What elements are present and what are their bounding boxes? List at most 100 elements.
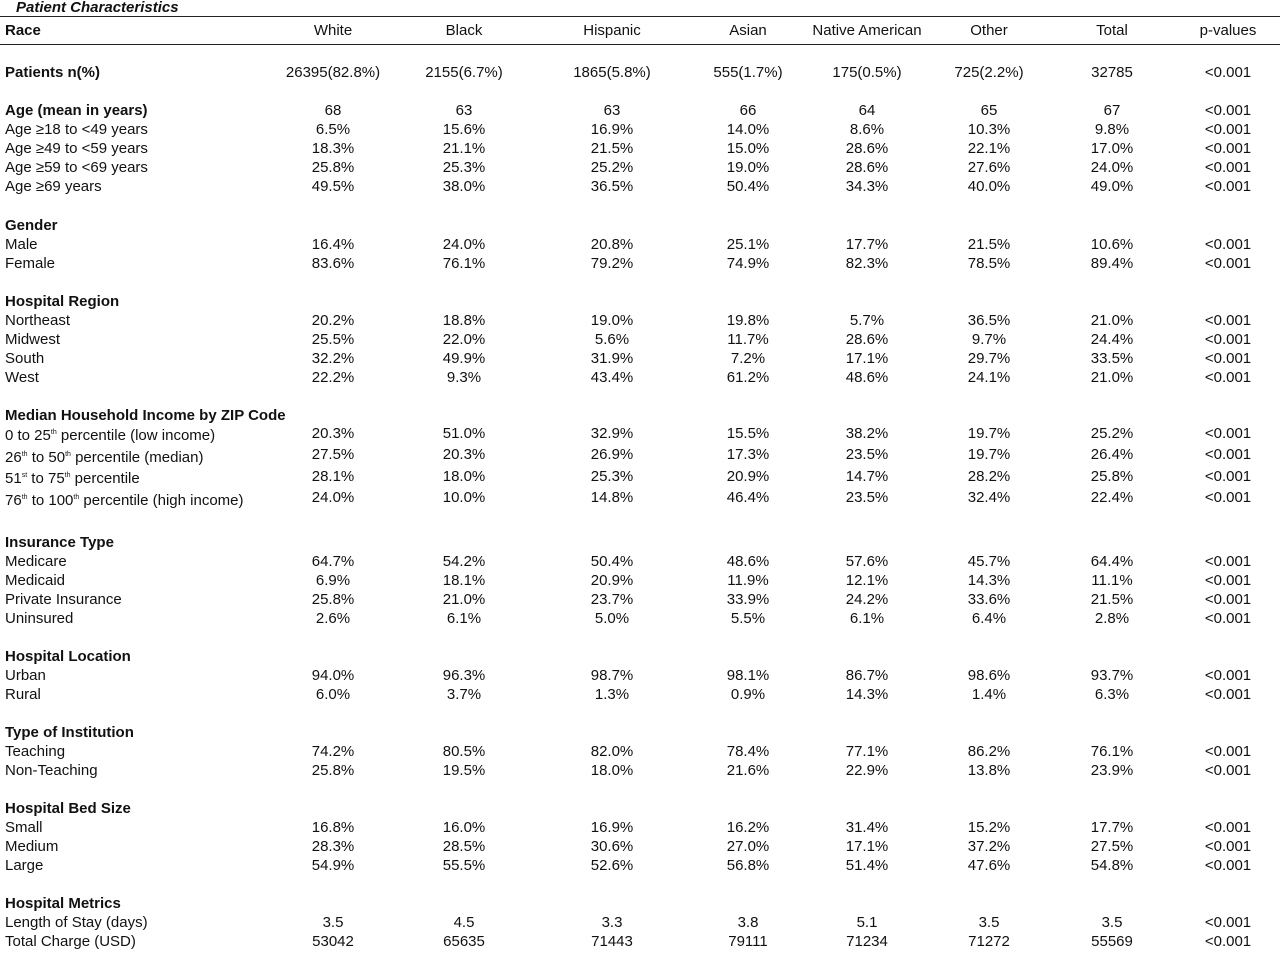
- row-label: 76th to 100th percentile (high income): [5, 492, 244, 509]
- row-label: Age ≥69 years: [5, 178, 102, 195]
- cell-native-american: 17.1%: [845, 838, 889, 855]
- row-label: Medicare: [5, 553, 67, 570]
- cell-asian: 15.5%: [726, 425, 770, 442]
- cell-p-value: <0.001: [1204, 743, 1252, 760]
- table-row: Age ≥59 to <69 years 25.8% 25.3% 25.2% 19.0%…: [0, 159, 1280, 178]
- cell-other: 98.6%: [967, 667, 1011, 684]
- cell-white: 20.3%: [311, 425, 355, 442]
- cell-white: 83.6%: [311, 255, 355, 272]
- table-row: Large 54.9% 55.5% 52.6% 56.8% 51.4% 47.6% 54.8%…: [0, 857, 1280, 876]
- section-header-row: Hospital Location: [0, 648, 1280, 667]
- cell-hispanic: 82.0%: [590, 743, 634, 760]
- cell-asian: 27.0%: [726, 838, 770, 855]
- row-label: South: [5, 350, 45, 367]
- header-col-p-values: p-values: [1199, 22, 1257, 39]
- table-row: Medicaid 6.9% 18.1% 20.9% 11.9% 12.1% 14.3% 11.…: [0, 572, 1280, 591]
- section-header-row: Patients n(%) 26395(82.8%) 2155(6.7%) 1865(…: [0, 64, 1280, 83]
- row-label: Medium: [5, 838, 59, 855]
- cell-asian: 555(1.7%): [713, 64, 783, 81]
- cell-white: 25.8%: [311, 591, 355, 608]
- cell-hispanic: 26.9%: [590, 446, 634, 463]
- cell-p-value: <0.001: [1204, 686, 1252, 703]
- section-label: Age (mean in years): [5, 102, 148, 119]
- cell-white: 16.8%: [311, 819, 355, 836]
- cell-hispanic: 1865(5.8%): [573, 64, 651, 81]
- cell-other: 14.3%: [967, 572, 1011, 589]
- cell-other: 27.6%: [967, 159, 1011, 176]
- cell-native-american: 175(0.5%): [832, 64, 902, 81]
- cell-white: 26395(82.8%): [285, 64, 381, 81]
- table-row: Teaching 74.2% 80.5% 82.0% 78.4% 77.1% 86.2% 76…: [0, 743, 1280, 762]
- header-col-total: Total: [1096, 22, 1128, 39]
- cell-black: 63: [455, 102, 473, 119]
- cell-white: 16.4%: [311, 236, 355, 253]
- cell-p-value: <0.001: [1204, 446, 1252, 463]
- section-label: Hospital Metrics: [5, 895, 121, 912]
- cell-p-value: <0.001: [1204, 610, 1252, 627]
- cell-native-american: 82.3%: [845, 255, 889, 272]
- cell-other: 725(2.2%): [954, 64, 1024, 81]
- cell-hispanic: 25.2%: [590, 159, 634, 176]
- cell-p-value: <0.001: [1204, 489, 1252, 506]
- cell-asian: 25.1%: [726, 236, 770, 253]
- cell-native-american: 6.1%: [849, 610, 885, 627]
- cell-white: 53042: [312, 933, 354, 950]
- cell-black: 21.0%: [442, 591, 486, 608]
- cell-asian: 50.4%: [726, 178, 770, 195]
- row-label: Urban: [5, 667, 46, 684]
- cell-total: 26.4%: [1090, 446, 1134, 463]
- cell-other: 15.2%: [967, 819, 1011, 836]
- top-rule: [0, 16, 1280, 17]
- cell-p-value: <0.001: [1204, 667, 1252, 684]
- cell-other: 45.7%: [967, 553, 1011, 570]
- cell-white: 68: [324, 102, 342, 119]
- cell-black: 2155(6.7%): [425, 64, 503, 81]
- cell-total: 22.4%: [1090, 489, 1134, 506]
- row-label: Age ≥59 to <69 years: [5, 159, 148, 176]
- header-row: Race White Black Hispanic Asian Native A…: [0, 20, 1280, 42]
- cell-total: 64.4%: [1090, 553, 1134, 570]
- cell-asian: 48.6%: [726, 553, 770, 570]
- table-row: Age ≥69 years 49.5% 38.0% 36.5% 50.4% 34.3% 40…: [0, 178, 1280, 197]
- cell-native-american: 24.2%: [845, 591, 889, 608]
- row-label: Male: [5, 236, 38, 253]
- section-label: Hospital Bed Size: [5, 800, 131, 817]
- cell-white: 94.0%: [311, 667, 355, 684]
- cell-other: 37.2%: [967, 838, 1011, 855]
- cell-p-value: <0.001: [1204, 121, 1252, 138]
- table-row: 51st to 75th percentile 28.1% 18.0% 25.3% 20…: [0, 468, 1280, 489]
- cell-black: 65635: [443, 933, 485, 950]
- cell-native-american: 8.6%: [849, 121, 885, 138]
- cell-black: 80.5%: [442, 743, 486, 760]
- section-header-row: Hospital Bed Size: [0, 800, 1280, 819]
- cell-other: 13.8%: [967, 762, 1011, 779]
- cell-total: 93.7%: [1090, 667, 1134, 684]
- cell-total: 21.0%: [1090, 369, 1134, 386]
- section-header-row: Type of Institution: [0, 724, 1280, 743]
- cell-other: 71272: [968, 933, 1010, 950]
- table-title: Patient Characteristics: [16, 0, 179, 16]
- cell-white: 25.5%: [311, 331, 355, 348]
- cell-black: 38.0%: [442, 178, 486, 195]
- cell-asian: 11.9%: [727, 572, 769, 589]
- cell-hispanic: 23.7%: [590, 591, 634, 608]
- cell-native-american: 17.7%: [845, 236, 889, 253]
- table-row: Length of Stay (days) 3.5 4.5 3.3 3.8 5.1 3.5 3…: [0, 914, 1280, 933]
- cell-total: 76.1%: [1090, 743, 1134, 760]
- table-row: 0 to 25th percentile (low income) 20.3% 51…: [0, 425, 1280, 446]
- section-label: Hospital Location: [5, 648, 131, 665]
- cell-native-american: 14.7%: [845, 468, 889, 485]
- cell-black: 6.1%: [446, 610, 482, 627]
- cell-white: 64.7%: [311, 553, 355, 570]
- cell-total: 24.4%: [1090, 331, 1134, 348]
- cell-hispanic: 25.3%: [590, 468, 634, 485]
- cell-p-value: <0.001: [1204, 331, 1252, 348]
- cell-p-value: <0.001: [1204, 140, 1252, 157]
- cell-native-american: 23.5%: [845, 446, 889, 463]
- row-label: Age ≥49 to <59 years: [5, 140, 148, 157]
- cell-white: 6.9%: [315, 572, 351, 589]
- table-row: Non-Teaching 25.8% 19.5% 18.0% 21.6% 22.9% 13.…: [0, 762, 1280, 781]
- cell-asian: 15.0%: [726, 140, 770, 157]
- section-header-row: Gender: [0, 217, 1280, 236]
- cell-hispanic: 21.5%: [590, 140, 634, 157]
